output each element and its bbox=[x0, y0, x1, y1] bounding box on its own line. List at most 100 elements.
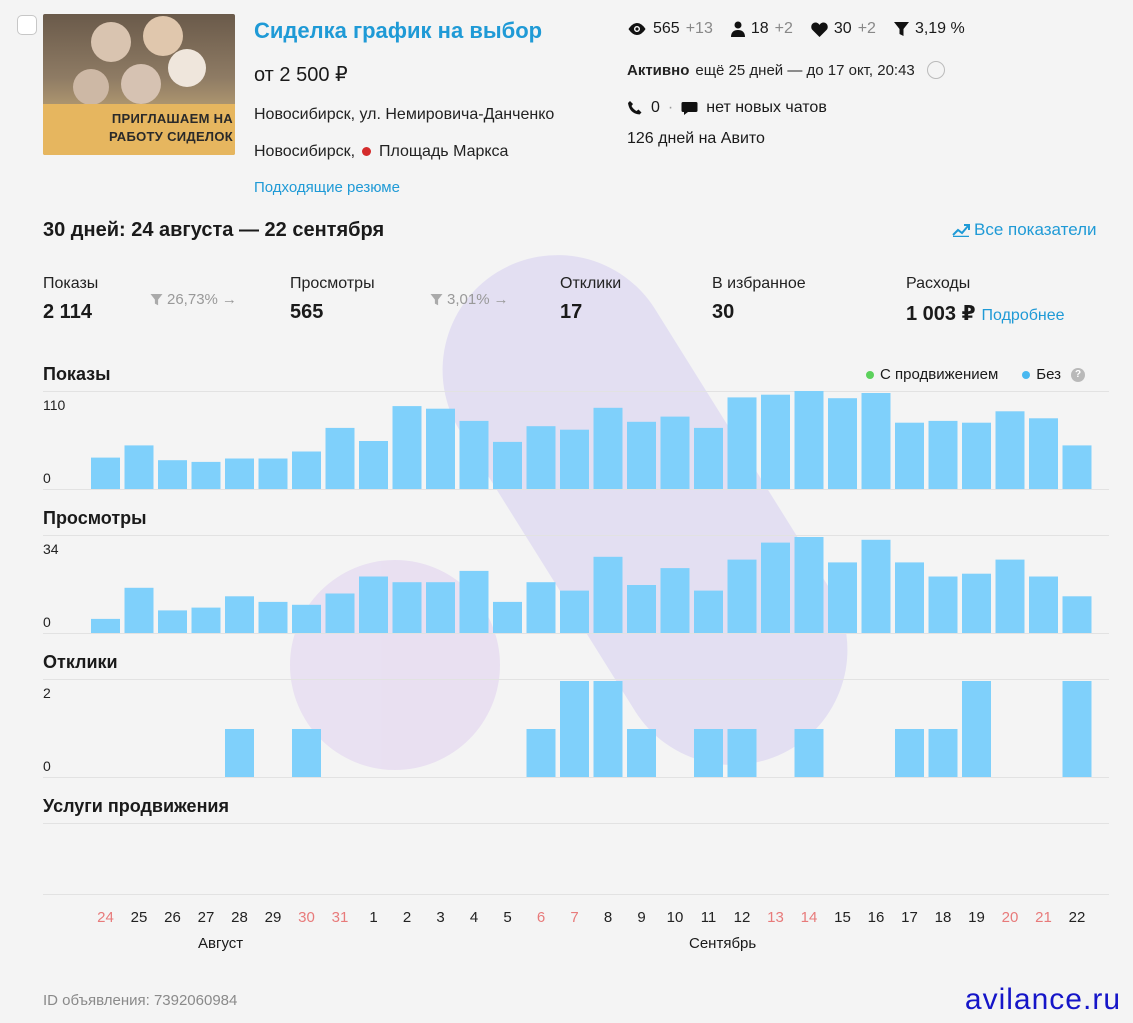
bar-30[interactable] bbox=[292, 729, 321, 777]
bar-26[interactable] bbox=[158, 610, 187, 633]
bar-4[interactable] bbox=[459, 570, 489, 633]
views-count: 565 bbox=[653, 20, 680, 37]
bar-11[interactable] bbox=[694, 729, 723, 777]
bar-3[interactable] bbox=[426, 408, 455, 489]
bar-28[interactable] bbox=[225, 729, 254, 777]
bar-31[interactable] bbox=[325, 593, 355, 634]
bar-17[interactable] bbox=[895, 422, 924, 489]
bar-17[interactable] bbox=[895, 729, 924, 777]
bar-7[interactable] bbox=[560, 681, 589, 777]
bar-21[interactable] bbox=[1029, 418, 1058, 489]
bar-5[interactable] bbox=[493, 601, 522, 633]
contacts-stat: 18 +2 bbox=[730, 20, 793, 38]
bar-19[interactable] bbox=[962, 422, 991, 489]
bar-7[interactable] bbox=[560, 429, 589, 489]
bar-14[interactable] bbox=[794, 391, 824, 489]
bar-12[interactable] bbox=[727, 559, 757, 633]
bar-9[interactable] bbox=[627, 421, 656, 489]
bar-16[interactable] bbox=[861, 393, 891, 489]
select-checkbox[interactable] bbox=[17, 15, 37, 35]
bar-20[interactable] bbox=[995, 411, 1025, 489]
bar-28[interactable] bbox=[225, 458, 254, 490]
autorenew-icon[interactable] bbox=[926, 61, 945, 79]
promotion-baseline bbox=[43, 894, 1109, 895]
bar-25[interactable] bbox=[124, 587, 154, 633]
bar-13[interactable] bbox=[761, 542, 790, 633]
day-label: 14 bbox=[800, 909, 818, 926]
bar-20[interactable] bbox=[995, 559, 1025, 633]
bar-15[interactable] bbox=[828, 398, 857, 489]
bar-8[interactable] bbox=[593, 681, 623, 777]
day-label: 12 bbox=[733, 909, 751, 926]
bar-8[interactable] bbox=[593, 556, 623, 633]
bar-18[interactable] bbox=[928, 420, 958, 489]
section-impressions-title: Показы bbox=[43, 364, 111, 384]
bar-12[interactable] bbox=[727, 397, 757, 489]
bar-3[interactable] bbox=[426, 582, 455, 633]
day-label: 26 bbox=[164, 909, 181, 926]
bar-22[interactable] bbox=[1062, 681, 1092, 777]
bar-7[interactable] bbox=[560, 590, 589, 633]
bar-9[interactable] bbox=[627, 729, 656, 777]
listing-thumbnail[interactable]: ПРИГЛАШАЕМ НА РАБОТУ СИДЕЛОК bbox=[43, 14, 235, 155]
chart2-ymax: 34 bbox=[43, 541, 59, 557]
bar-29[interactable] bbox=[258, 458, 288, 490]
bar-24[interactable] bbox=[91, 618, 120, 633]
conv1-value: 26,73% bbox=[167, 291, 218, 308]
bar-24[interactable] bbox=[91, 457, 120, 489]
bar-11[interactable] bbox=[694, 590, 723, 633]
day-label: 19 bbox=[968, 909, 985, 926]
bar-30[interactable] bbox=[292, 451, 321, 490]
bar-19[interactable] bbox=[962, 573, 991, 633]
bar-22[interactable] bbox=[1062, 445, 1092, 489]
bar-6[interactable] bbox=[526, 426, 556, 489]
bar-30[interactable] bbox=[292, 604, 321, 633]
arrow-right-icon: → bbox=[221, 291, 237, 308]
bar-22[interactable] bbox=[1062, 596, 1092, 633]
all-metrics-link[interactable]: Все показатели bbox=[952, 220, 1097, 240]
bar-2[interactable] bbox=[392, 582, 422, 633]
bar-29[interactable] bbox=[258, 601, 288, 633]
listing-title[interactable]: Сиделка график на выбор bbox=[254, 18, 543, 43]
bar-1[interactable] bbox=[359, 441, 388, 489]
bar-13[interactable] bbox=[761, 394, 790, 489]
bar-1[interactable] bbox=[359, 576, 388, 634]
bar-11[interactable] bbox=[694, 427, 723, 489]
chats-status[interactable]: нет новых чатов bbox=[706, 99, 827, 116]
help-icon[interactable]: ? bbox=[1071, 367, 1086, 382]
bar-18[interactable] bbox=[928, 729, 958, 777]
bar-27[interactable] bbox=[191, 607, 221, 633]
bar-16[interactable] bbox=[861, 539, 891, 633]
month-august: Август bbox=[198, 935, 244, 952]
bar-18[interactable] bbox=[928, 576, 958, 634]
bar-19[interactable] bbox=[962, 681, 991, 777]
bar-26[interactable] bbox=[158, 460, 187, 489]
day-label: 31 bbox=[331, 909, 349, 926]
bar-5[interactable] bbox=[493, 441, 522, 489]
bar-25[interactable] bbox=[124, 445, 154, 489]
bar-14[interactable] bbox=[794, 729, 824, 777]
bar-27[interactable] bbox=[191, 461, 221, 489]
bar-2[interactable] bbox=[392, 406, 422, 489]
expenses-details-link[interactable]: Подробнее bbox=[981, 307, 1065, 324]
day-label: 21 bbox=[1035, 909, 1052, 926]
matching-resumes-link[interactable]: Подходящие резюме bbox=[254, 179, 400, 196]
bar-31[interactable] bbox=[325, 427, 355, 489]
bar-6[interactable] bbox=[526, 729, 556, 777]
bar-12[interactable] bbox=[727, 729, 757, 777]
bar-8[interactable] bbox=[593, 407, 623, 489]
kpi-views-value: 565 bbox=[290, 301, 324, 323]
bar-6[interactable] bbox=[526, 582, 556, 633]
bar-17[interactable] bbox=[895, 562, 924, 633]
bar-14[interactable] bbox=[794, 537, 824, 633]
bar-10[interactable] bbox=[660, 416, 690, 489]
bar-15[interactable] bbox=[828, 562, 857, 633]
bar-9[interactable] bbox=[627, 585, 656, 633]
listing-address: Новосибирск, ул. Немировича-Данченко bbox=[254, 106, 555, 123]
day-label: 29 bbox=[264, 909, 282, 926]
bar-28[interactable] bbox=[225, 596, 254, 633]
bar-21[interactable] bbox=[1029, 576, 1058, 634]
chart3-baseline bbox=[43, 777, 1109, 778]
bar-4[interactable] bbox=[459, 420, 489, 489]
bar-10[interactable] bbox=[660, 568, 690, 633]
